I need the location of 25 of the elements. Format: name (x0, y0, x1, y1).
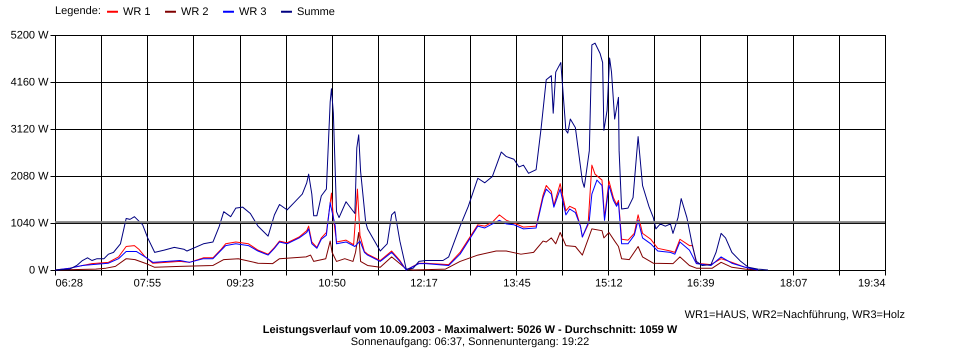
legend-title: Legende: (55, 5, 101, 17)
text: Leistungsverlauf vom 10.09.2003 - Maximalwert: 5026 W - Durchschnitt: 1059 W (262, 324, 678, 336)
x-tick-label: 09:23 (226, 278, 254, 290)
y-tick-label: 1040 W (10, 218, 50, 230)
x-tick-label: 12:17 (410, 278, 438, 290)
line-series (54, 42, 768, 270)
x-tick-label: 06:28 (56, 278, 84, 290)
x-tick-label: 16:39 (686, 278, 714, 290)
legend-label: Summe (297, 6, 335, 18)
text: WR1=HAUS, WR2=Nachführung, WR3=Holz (684, 309, 905, 321)
y-tick-label: 0 W (28, 264, 50, 276)
legend-label: WR 3 (239, 6, 266, 18)
x-tick-label: 18:07 (780, 278, 808, 290)
x-tick-label: 10:50 (318, 278, 346, 290)
y-tick-label: 4160 W (10, 76, 50, 88)
y-tick-label: 5200 W (10, 30, 50, 42)
x-tick-label: 07:55 (134, 278, 162, 290)
text: Sonnenaufgang: 06:37, Sonnenuntergang: 19:22 (350, 336, 590, 348)
legend-label: WR 2 (181, 6, 208, 18)
legend-label: WR 1 (123, 6, 150, 18)
y-tick-label: 2080 W (10, 170, 50, 182)
x-tick-label: 19:34 (858, 278, 886, 290)
x-tick-label: 15:12 (595, 278, 623, 290)
y-tick-label: 3120 W (10, 124, 50, 136)
x-tick-label: 13:45 (503, 278, 531, 290)
